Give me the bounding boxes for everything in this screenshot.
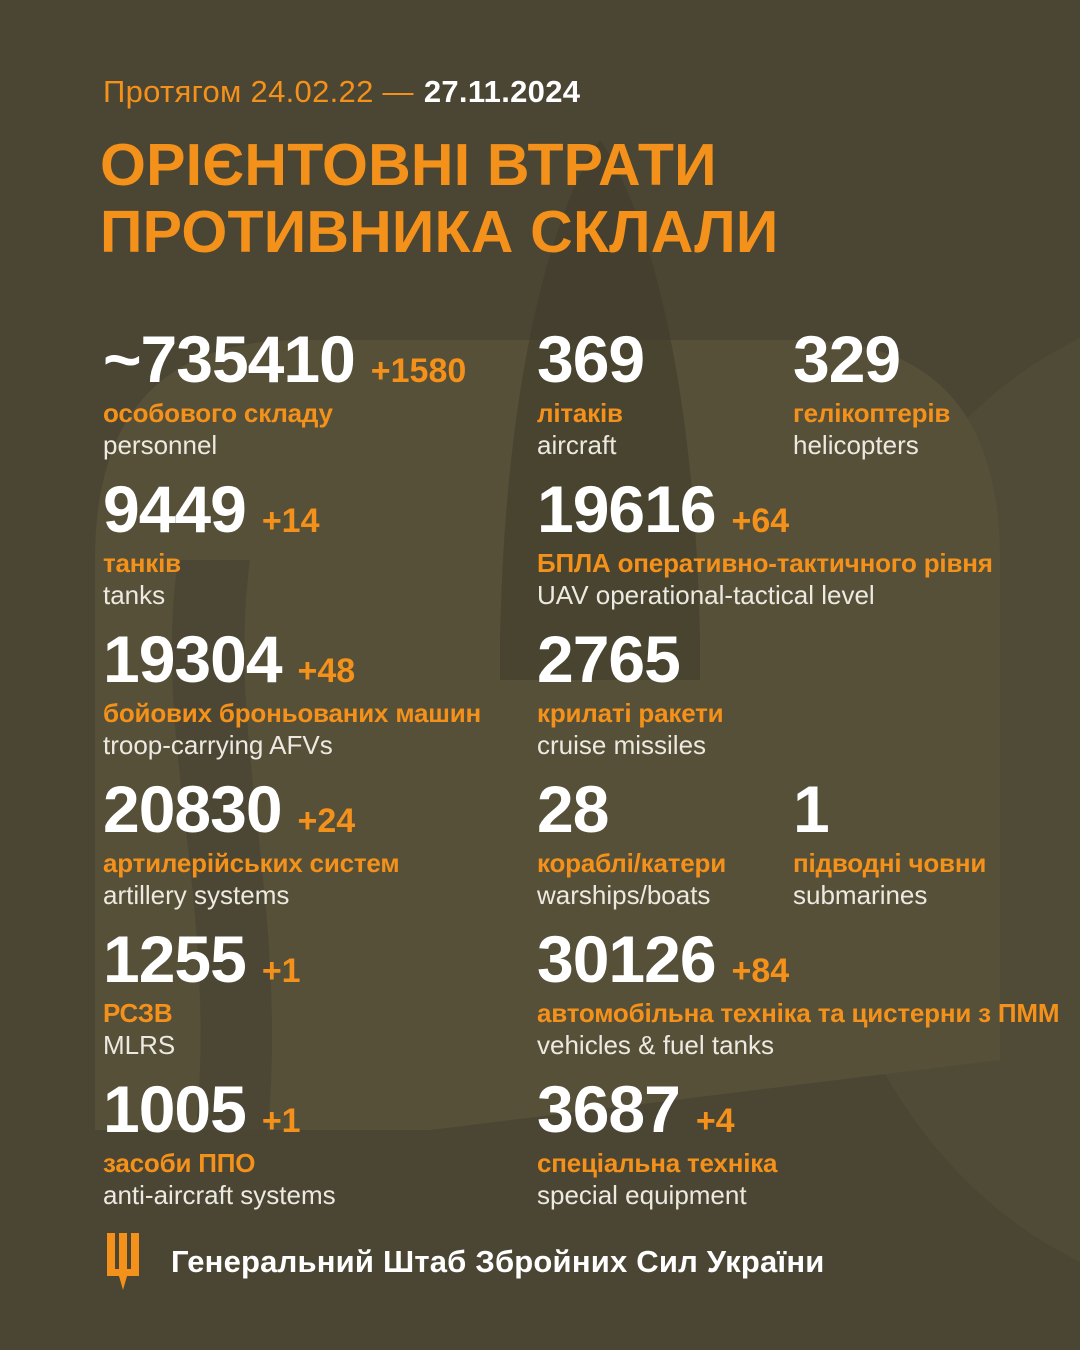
stat-label-ukrainian: особового складу bbox=[103, 398, 333, 428]
stat-number: 30126 bbox=[537, 922, 717, 996]
stat-label-ukrainian: крилаті ракети bbox=[537, 698, 724, 728]
period-prefix: Протягом 24.02.22 — bbox=[103, 74, 414, 109]
stat-item: 9449 +14 танків tanks bbox=[103, 476, 537, 626]
stat-label-ukrainian: РСЗВ bbox=[103, 998, 173, 1028]
stat-label-ukrainian: спеціальна техніка bbox=[537, 1148, 778, 1178]
stat-number: 369 bbox=[537, 322, 645, 396]
stat-label-ukrainian: гелікоптерів bbox=[793, 398, 951, 428]
stat-delta: +48 bbox=[297, 652, 356, 690]
stat-item: 3687 +4 спеціальна техніка special equip… bbox=[537, 1076, 993, 1226]
period-line: Протягом 24.02.22 — 27.11.2024 bbox=[103, 74, 580, 110]
stat-number-row: 28 bbox=[537, 776, 793, 842]
stat-item: 2765 крилаті ракети cruise missiles bbox=[537, 626, 993, 776]
stat-label-english: helicopters bbox=[793, 429, 919, 460]
stat-label-ukrainian: кораблі/катери bbox=[537, 848, 727, 878]
trident-icon bbox=[107, 1233, 139, 1290]
stat-item: 20830 +24 артилерійських систем artiller… bbox=[103, 776, 537, 926]
stat-delta: +14 bbox=[261, 502, 320, 540]
stat-label-english: warships/boats bbox=[537, 879, 711, 910]
stat-number-row: 20830 +24 bbox=[103, 776, 537, 842]
stat-delta: +4 bbox=[695, 1102, 735, 1140]
stat-number-row: 1 bbox=[793, 776, 993, 842]
stat-delta: +24 bbox=[297, 802, 356, 840]
title-line-2: ПРОТИВНИКА СКЛАЛИ bbox=[100, 198, 779, 265]
stat-delta: +1580 bbox=[370, 352, 467, 390]
report-date: 27.11.2024 bbox=[423, 74, 581, 109]
stat-item: 30126 +84 автомобільна техніка та цистер… bbox=[537, 926, 1060, 1076]
stat-number: 9449 bbox=[103, 472, 247, 546]
stat-label-ukrainian: засоби ППО bbox=[103, 1148, 256, 1178]
stat-label-ukrainian: автомобільна техніка та цистерни з ПММ bbox=[537, 998, 1060, 1028]
stat-item: 369 літаків aircraft bbox=[537, 326, 793, 476]
stat-label-english: MLRS bbox=[103, 1029, 176, 1060]
page-title: ОРІЄНТОВНІ ВТРАТИ ПРОТИВНИКА СКЛАЛИ bbox=[100, 132, 779, 265]
stat-label-ukrainian: підводні човни bbox=[793, 848, 987, 878]
stat-item: 1255 +1 РСЗВ MLRS bbox=[103, 926, 537, 1076]
stat-label-english: personnel bbox=[103, 429, 218, 460]
stat-number: ~735410 bbox=[103, 322, 356, 396]
stat-item: 1 підводні човни submarines bbox=[793, 776, 993, 926]
stat-number: 1 bbox=[793, 772, 830, 846]
stat-label-english: artillery systems bbox=[103, 879, 290, 910]
stat-number-row: 2765 bbox=[537, 626, 993, 692]
stat-number: 1005 bbox=[103, 1072, 247, 1146]
title-line-1: ОРІЄНТОВНІ ВТРАТИ bbox=[100, 132, 717, 198]
stat-number-row: 3687 +4 bbox=[537, 1076, 993, 1142]
stat-number: 1255 bbox=[103, 922, 247, 996]
stat-label-english: anti-aircraft systems bbox=[103, 1179, 336, 1210]
stat-label-english: submarines bbox=[793, 879, 928, 910]
stat-number: 329 bbox=[793, 322, 901, 396]
stat-item: 19304 +48 бойових броньованих машин troo… bbox=[103, 626, 537, 776]
stat-number: 2765 bbox=[537, 622, 681, 696]
stat-delta: +1 bbox=[261, 1102, 301, 1140]
stat-label-ukrainian: танків bbox=[103, 548, 181, 578]
stat-item: 19616 +64 БПЛА оперативно-тактичного рів… bbox=[537, 476, 993, 626]
stat-number-row: 9449 +14 bbox=[103, 476, 537, 542]
stat-label-english: special equipment bbox=[537, 1179, 747, 1210]
stat-number-row: 19616 +64 bbox=[537, 476, 993, 542]
stat-label-ukrainian: літаків bbox=[537, 398, 623, 428]
stat-label-english: aircraft bbox=[537, 429, 617, 460]
stat-number: 19304 bbox=[103, 622, 283, 696]
stat-label-ukrainian: артилерійських систем bbox=[103, 848, 400, 878]
stat-delta: +1 bbox=[261, 952, 301, 990]
stat-number: 20830 bbox=[103, 772, 283, 846]
stat-label-ukrainian: БПЛА оперативно-тактичного рівня bbox=[537, 548, 993, 578]
stat-number: 28 bbox=[537, 772, 609, 846]
stat-number: 19616 bbox=[537, 472, 717, 546]
stat-item: 329 гелікоптерів helicopters bbox=[793, 326, 993, 476]
footer: Генеральний Штаб Збройних Сил України bbox=[103, 1233, 825, 1291]
stat-delta: +84 bbox=[731, 952, 790, 990]
stat-number-row: 329 bbox=[793, 326, 993, 392]
stat-label-english: vehicles & fuel tanks bbox=[537, 1029, 775, 1060]
stat-number-row: 30126 +84 bbox=[537, 926, 993, 992]
stat-number-row: 369 bbox=[537, 326, 793, 392]
stats-grid: ~735410 +1580 особового складу personnel… bbox=[103, 326, 1060, 1226]
stat-label-english: cruise missiles bbox=[537, 729, 707, 760]
stat-label-english: UAV operational-tactical level bbox=[537, 579, 875, 610]
stat-number: 3687 bbox=[537, 1072, 681, 1146]
stat-label-english: troop-carrying AFVs bbox=[103, 729, 333, 760]
stat-number-row: 1005 +1 bbox=[103, 1076, 537, 1142]
stat-label-ukrainian: бойових броньованих машин bbox=[103, 698, 482, 728]
stat-number-row: ~735410 +1580 bbox=[103, 326, 537, 392]
stat-number-row: 19304 +48 bbox=[103, 626, 537, 692]
stat-label-english: tanks bbox=[103, 579, 166, 610]
stat-item: 1005 +1 засоби ППО anti-aircraft systems bbox=[103, 1076, 537, 1226]
footer-text: Генеральний Штаб Збройних Сил України bbox=[171, 1244, 825, 1279]
stat-delta: +64 bbox=[731, 502, 790, 540]
stat-item: 28 кораблі/катери warships/boats bbox=[537, 776, 793, 926]
stat-item: ~735410 +1580 особового складу personnel bbox=[103, 326, 537, 476]
stat-number-row: 1255 +1 bbox=[103, 926, 537, 992]
